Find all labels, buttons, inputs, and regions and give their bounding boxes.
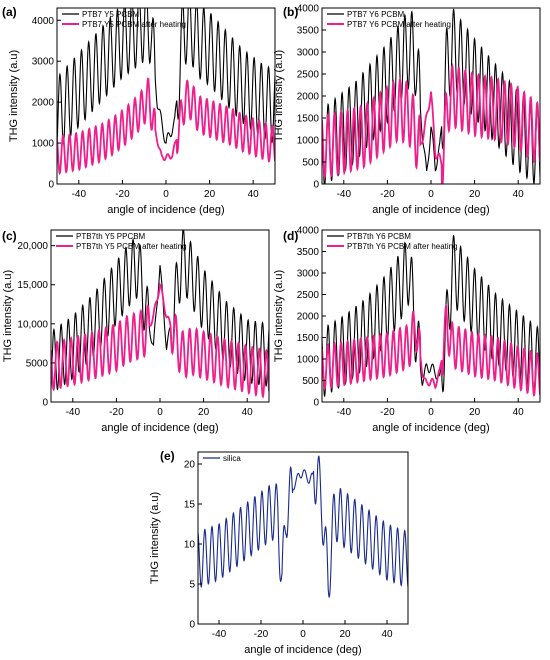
series-line-2 [51,282,269,399]
x-tick-label: 40 [513,407,525,418]
x-tick-label: -20 [109,407,124,418]
panel-e: (e) 0 5 10 15 20 -40 -20 0 20 40 angle of incidence… [149,449,409,656]
x-tick-label: -40 [337,189,352,200]
x-tick-label: 0 [300,629,306,640]
y-tick-label: 1500 [297,333,320,344]
x-tick-label: 0 [428,407,434,418]
y-tick-label: 1000 [32,139,55,150]
y-tick-label: 3500 [297,247,320,258]
x-axis-label: angle of incidence (deg) [244,644,361,656]
panel-letter: (a) [2,5,17,19]
y-tick-label: 2500 [297,290,320,301]
legend-label: PTB7th Y5 PCBM after heating [76,242,187,251]
y-tick-label: 1500 [297,114,320,125]
y-tick-label: 0 [48,180,54,191]
x-tick-label: 20 [469,407,481,418]
panel-a: (a) 0 1000 2000 3000 4000 -40 -20 0 20 40 angle of … [2,5,276,216]
y-tick-label: 20 [184,460,196,471]
y-tick-label: 4000 [297,4,320,15]
legend-label: silica [223,454,241,463]
x-tick-label: -40 [66,407,81,418]
x-tick-label: -20 [380,407,395,418]
y-axis-label: THG intensity (a.u) [273,50,285,142]
y-tick-label: 0 [42,398,48,409]
panel-letter: (d) [283,229,298,243]
legend-label: PTB7th Y6 PCBM after heating [347,242,458,251]
legend-label: PTB7th Y6 PCBM [347,232,411,241]
y-tick-label: 4000 [297,226,320,237]
y-axis-label: THG intensity (a.u) [273,270,285,362]
x-tick-label: 0 [428,189,434,200]
y-tick-label: 10 [184,540,196,551]
y-tick-label: 1000 [297,136,320,147]
panel-d: (d) 0 500 1000 1500 2000 2500 3000 3500 4000 -40 -2… [273,226,541,434]
series-line-2 [57,77,275,176]
y-tick-label: 2000 [297,312,320,323]
y-axis-label: THG intensity (a.u) [149,492,161,584]
y-tick-label: 0 [313,398,319,409]
y-tick-label: 5 [189,580,195,591]
x-tick-label: 40 [381,629,393,640]
y-axis-label: THG intensity (a.u) [8,50,20,142]
x-axis-label: angle of incidence (deg) [101,422,218,434]
y-tick-label: 20,000 [17,241,48,252]
panel-letter: (b) [283,5,298,19]
panel-b: (b) 0 500 1000 1500 2000 2500 3000 3500 4000 -40 -2… [273,4,541,216]
y-tick-label: 15,000 [17,280,48,291]
series-line-2 [322,62,540,184]
y-tick-label: 2500 [297,70,320,81]
y-tick-label: 2000 [297,92,320,103]
x-tick-label: 0 [163,189,169,200]
panel-c: (c) 0 5000 10,000 15,000 20,000 -40 -20 0 20 40 ang… [2,229,270,434]
legend-label: PTB7 Y5 PCBM after heating [82,20,186,29]
series-line-1 [198,455,408,598]
y-tick-label: 0 [189,620,195,631]
x-tick-label: -20 [254,629,269,640]
y-tick-label: 15 [184,500,196,511]
x-tick-label: 0 [157,407,163,418]
legend-label: PTB7 Y6 PCBM [347,10,405,19]
x-tick-label: 20 [204,189,216,200]
x-axis-label: angle of incidence (deg) [372,422,489,434]
y-tick-label: 500 [302,376,319,387]
y-axis-label: THG intensity (a.u) [2,270,14,362]
panel-letter: (c) [2,229,17,243]
x-tick-label: 40 [248,189,260,200]
x-tick-label: 40 [513,189,525,200]
x-tick-label: -40 [337,407,352,418]
x-axis-label: angle of incidence (deg) [107,204,224,216]
y-tick-label: 4000 [32,16,55,27]
x-tick-label: 20 [469,189,481,200]
x-tick-label: 40 [242,407,254,418]
x-tick-label: -20 [380,189,395,200]
y-tick-label: 2000 [32,98,55,109]
x-tick-label: -40 [212,629,227,640]
x-tick-label: -20 [115,189,130,200]
legend-label: PTB7th Y5 PPCBM [76,232,146,241]
plot-frame [197,451,409,625]
y-tick-label: 3000 [297,269,320,280]
panel-letter: (e) [160,449,175,463]
x-axis-label: angle of incidence (deg) [372,204,489,216]
series-line-1 [57,8,275,145]
y-tick-label: 1000 [297,355,320,366]
series-line-1 [322,234,540,398]
series-line-2 [322,304,540,397]
x-tick-label: -40 [72,189,87,200]
y-tick-label: 10,000 [17,319,48,330]
y-tick-label: 500 [302,158,319,169]
legend-label: PTB7 Y5 PCBM [82,10,140,19]
y-tick-label: 3000 [297,48,320,59]
y-tick-label: 0 [313,180,319,191]
x-tick-label: 20 [339,629,351,640]
series-line-1 [51,230,269,391]
x-tick-label: 20 [198,407,210,418]
legend-label: PTB7 Y6 PCBM after heating [347,20,451,29]
y-tick-label: 3500 [297,26,320,37]
y-tick-label: 3000 [32,57,55,68]
y-tick-label: 5000 [26,358,49,369]
